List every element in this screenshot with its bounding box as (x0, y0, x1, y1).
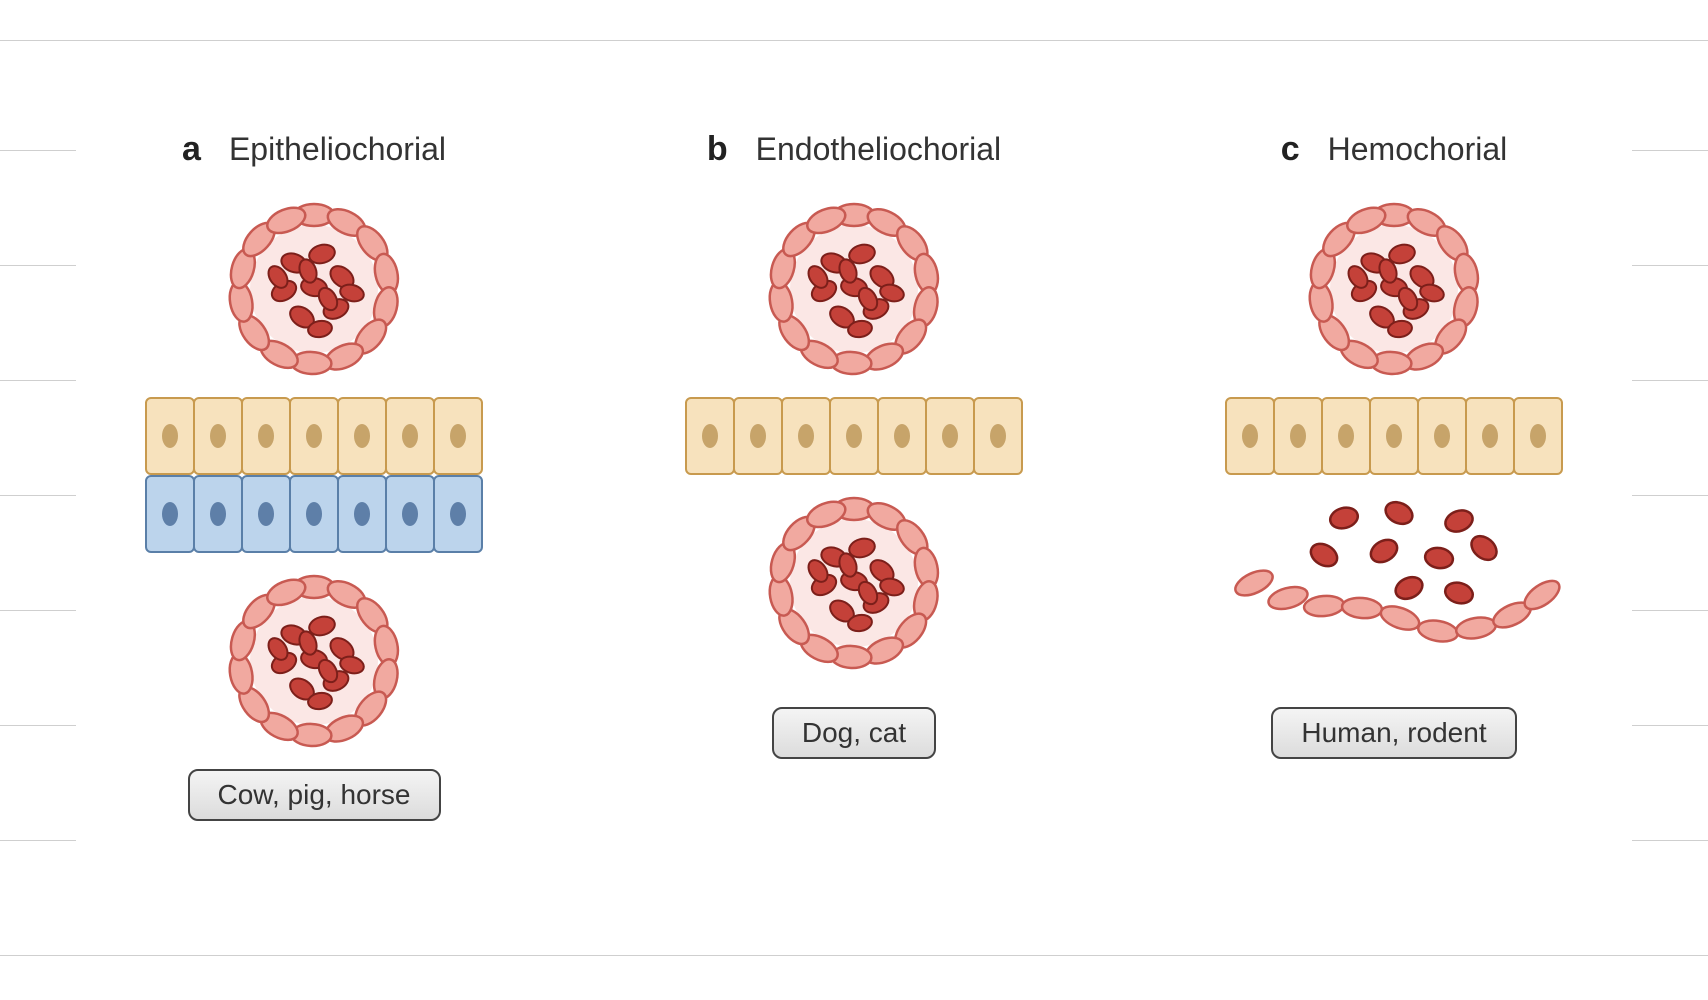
trophoblast-row (685, 397, 1023, 475)
panel-a-title: Epitheliochorial (229, 131, 446, 168)
maternal-vessel-icon (224, 571, 404, 751)
panel-c-letter: c (1281, 130, 1300, 169)
figure-panels-row: a Epitheliochorial Cow, pig, horse b End… (0, 0, 1708, 821)
trophoblast-row (1225, 397, 1563, 475)
panel-b-species-label: Dog, cat (772, 707, 936, 759)
panel-b-diagram: Dog, cat (685, 199, 1023, 759)
panel-c: c Hemochorial Human, rodent (1184, 130, 1604, 821)
panel-b-letter: b (707, 130, 728, 169)
panel-c-title: Hemochorial (1328, 131, 1508, 168)
panel-a-header: a Epitheliochorial (182, 130, 446, 169)
panel-b: b Endotheliochorial Dog, cat (644, 130, 1064, 821)
maternal-vessel-icon (764, 493, 944, 673)
fetal-vessel-icon (1304, 199, 1484, 379)
panel-a: a Epitheliochorial Cow, pig, horse (104, 130, 524, 821)
panel-a-letter: a (182, 130, 201, 169)
panel-a-diagram: Cow, pig, horse (145, 199, 483, 821)
fetal-vessel-icon (764, 199, 944, 379)
panel-c-species-label: Human, rodent (1271, 707, 1516, 759)
panel-b-header: b Endotheliochorial (707, 130, 1001, 169)
panel-c-header: c Hemochorial (1281, 130, 1508, 169)
trophoblast-row (145, 397, 483, 475)
panel-c-diagram: Human, rodent (1224, 199, 1564, 759)
fetal-vessel-icon (224, 199, 404, 379)
maternal-blood-sinus-icon (1224, 493, 1564, 663)
panel-b-title: Endotheliochorial (756, 131, 1002, 168)
uterine-epithelium-row (145, 475, 483, 553)
panel-a-species-label: Cow, pig, horse (188, 769, 441, 821)
